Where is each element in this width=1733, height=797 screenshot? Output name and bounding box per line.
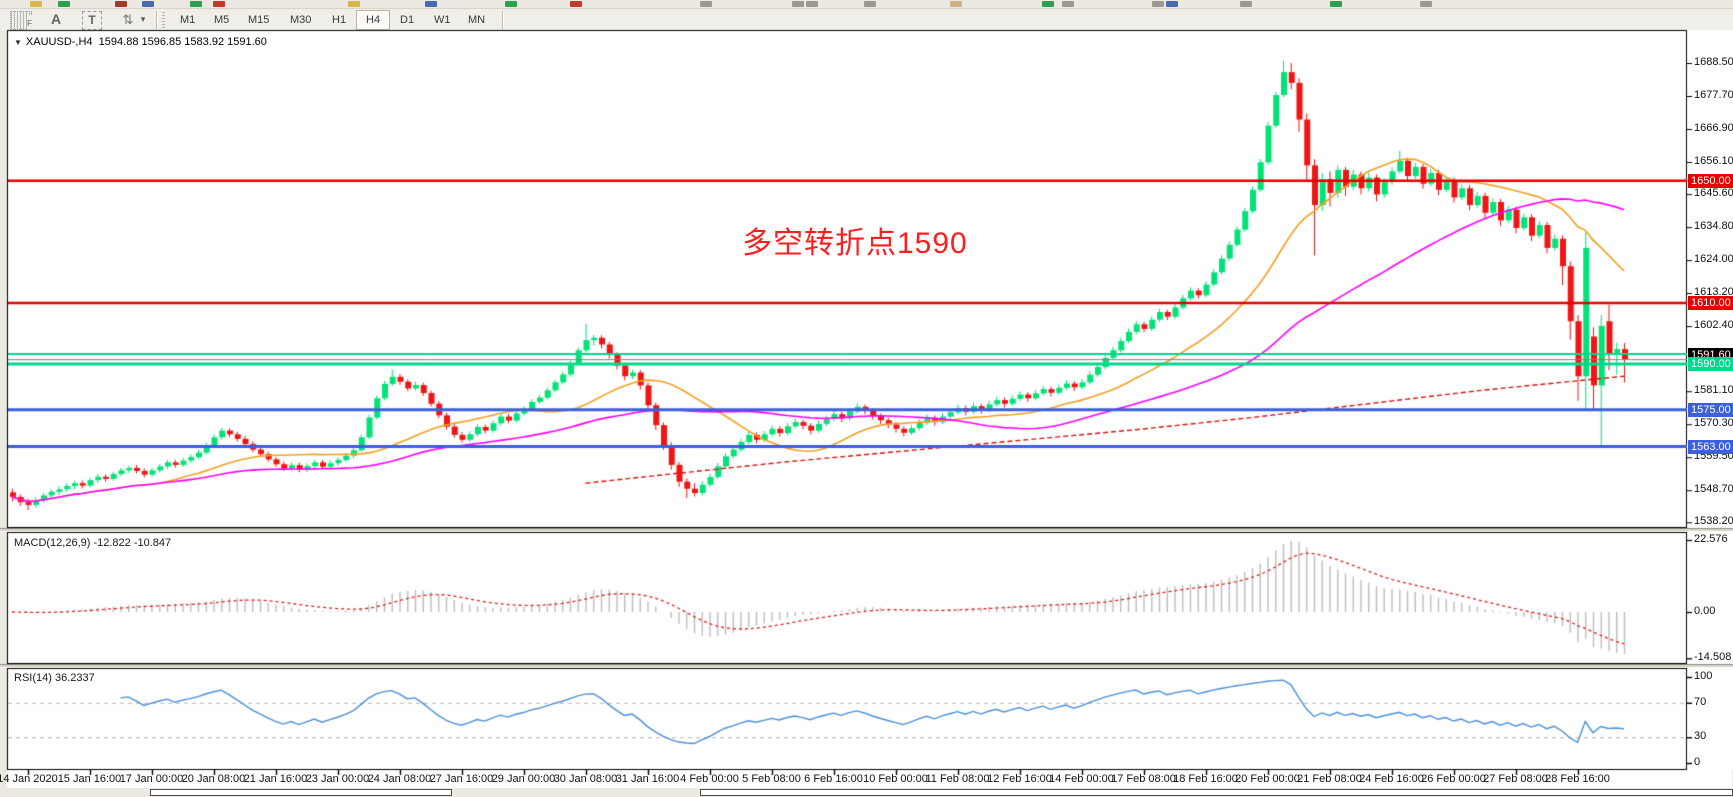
time-axis-label: 30 Jan 08:00 — [553, 773, 618, 785]
time-axis-label: 14 Feb 00:00 — [1049, 773, 1114, 785]
price-tick-label: 1548.70 — [1694, 483, 1733, 496]
time-axis-label: 28 Feb 16:00 — [1545, 773, 1610, 785]
time-axis-label: 4 Feb 00:00 — [680, 773, 739, 785]
bottom-panel-box — [700, 789, 1733, 796]
price-tick-label: 1634.80 — [1694, 220, 1733, 233]
chevron-down-icon[interactable]: ▼ — [14, 38, 22, 47]
price-tick-label: 30 — [1694, 730, 1707, 743]
price-tick-label: 1570.30 — [1694, 417, 1733, 430]
time-axis-label: 11 Feb 08:00 — [925, 773, 990, 785]
bottom-panel-edge — [0, 788, 1733, 797]
price-line-label: 1650.00 — [1688, 173, 1733, 188]
time-axis-label: 10 Feb 00:00 — [863, 773, 928, 785]
time-axis-label: 20 Feb 00:00 — [1235, 773, 1300, 785]
time-axis-label: 29 Jan 00:00 — [491, 773, 556, 785]
time-axis-label: 17 Feb 08:00 — [1111, 773, 1176, 785]
macd-indicator-label: MACD(12,26,9) -12.822 -10.847 — [14, 537, 172, 549]
price-tick-label: 1581.10 — [1694, 384, 1733, 397]
price-line-label: 1610.00 — [1688, 295, 1733, 310]
price-tick-label: 1538.20 — [1694, 515, 1733, 528]
price-tick-label: 0.00 — [1694, 605, 1716, 617]
price-tick-label: 22.576 — [1694, 532, 1728, 545]
price-line-label: 1590.00 — [1688, 357, 1733, 372]
time-axis-label: 24 Feb 16:00 — [1359, 773, 1424, 785]
rsi-indicator-label: RSI(14) 36.2337 — [14, 672, 95, 684]
price-tick-label: 1666.90 — [1694, 122, 1733, 134]
chart-title-symbol: XAUUSD-,H4 — [25, 36, 93, 48]
price-tick-label: 0 — [1694, 756, 1701, 768]
price-line-label: 1563.00 — [1688, 439, 1733, 454]
time-axis-label: 27 Feb 08:00 — [1483, 773, 1548, 785]
time-axis-label: 15 Jan 16:00 — [57, 773, 122, 785]
price-tick-label: 100 — [1694, 670, 1713, 682]
chart-title: ▼ XAUUSD-,H4 1594.88 1596.85 1583.92 1591… — [14, 36, 267, 48]
price-tick-label: 1656.10 — [1694, 155, 1733, 167]
price-tick-label: 1688.50 — [1694, 56, 1733, 68]
time-axis-label: 17 Jan 00:00 — [119, 773, 184, 785]
time-axis-label: 27 Jan 16:00 — [429, 773, 494, 785]
price-tick-label: 1677.70 — [1694, 89, 1733, 101]
time-axis-label: 26 Feb 00:00 — [1421, 773, 1486, 785]
price-tick-label: 70 — [1694, 695, 1707, 708]
time-axis-label: 23 Jan 00:00 — [305, 773, 370, 785]
bottom-panel-box — [150, 789, 452, 796]
time-axis-label: 5 Feb 08:00 — [742, 773, 801, 785]
price-tick-label: 1624.00 — [1694, 253, 1733, 266]
time-axis-label: 18 Feb 16:00 — [1173, 773, 1238, 785]
price-tick-label: 1602.40 — [1694, 319, 1733, 332]
time-axis-label: 31 Jan 16:00 — [615, 773, 680, 785]
time-axis-label: 21 Jan 16:00 — [243, 773, 308, 785]
time-axis-label: 6 Feb 16:00 — [804, 773, 863, 785]
price-line-label: 1575.00 — [1688, 402, 1733, 417]
price-tick-label: -14.508 — [1694, 651, 1732, 664]
chart-annotation-text[interactable]: 多空转折点1590 — [742, 227, 968, 260]
time-axis-label: 12 Feb 16:00 — [987, 773, 1052, 785]
chart-title-ohlc: 1594.88 1596.85 1583.92 1591.60 — [98, 36, 267, 48]
time-axis-label: 20 Jan 08:00 — [181, 773, 246, 785]
time-axis-label: 24 Jan 08:00 — [367, 773, 432, 785]
time-axis-label: 21 Feb 08:00 — [1297, 773, 1362, 785]
price-tick-label: 1613.20 — [1694, 286, 1733, 299]
price-tick-label: 1645.60 — [1694, 187, 1733, 200]
time-axis-label: 14 Jan 2020 — [0, 773, 58, 785]
